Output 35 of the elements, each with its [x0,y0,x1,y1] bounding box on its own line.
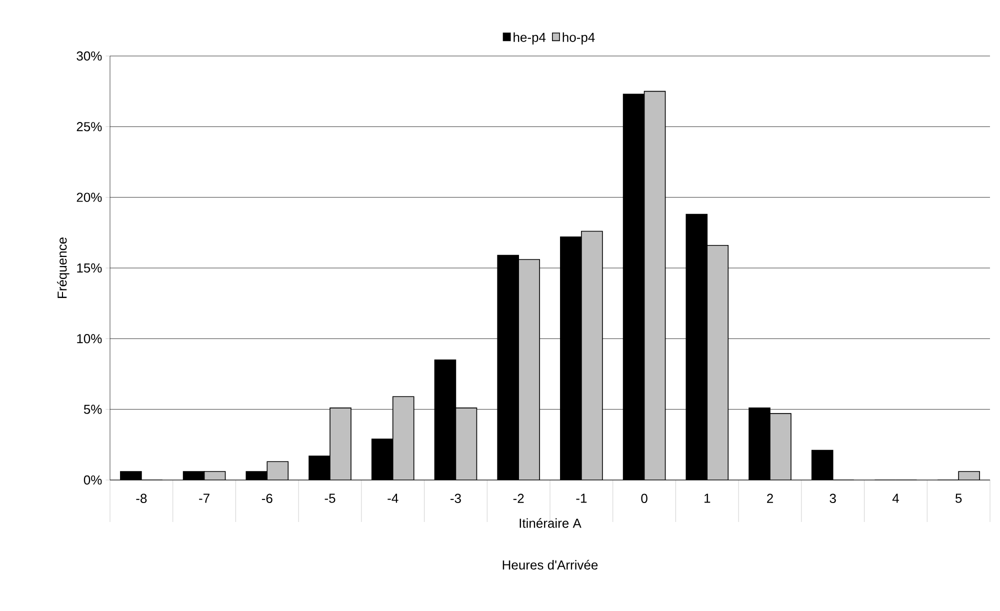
x-tick-label: -3 [450,494,461,504]
x-tick-label: 4 [892,494,899,503]
x-tick-label: 0 [641,494,648,504]
x-tick-label: 2 [767,494,773,503]
y-tick-label: 20% [76,192,102,202]
bar [770,414,792,480]
bar [456,408,477,480]
y-tick-label: 30% [76,51,102,61]
text: Itinéraire A [520,518,582,528]
legend-label: he-p4 [514,32,546,45]
x-tick-label: 5 [955,494,962,503]
x-tick-label: -5 [324,494,336,503]
x-tick-label: 3 [830,494,836,504]
x-tick-label: -2 [513,494,524,503]
bar [581,231,602,480]
bar [392,396,414,480]
x-tick-label: -4 [388,494,398,503]
y-tick-label: 0% [84,475,102,485]
y-axis-title: Fréquence [57,238,70,298]
x-tick-label: -8 [136,494,147,504]
x-tick-label: 1 [704,494,710,503]
x-tick-label: -1 [576,494,587,503]
x-tick-label: -6 [262,494,272,504]
y-tick-label: 10% [77,334,102,344]
bar [518,260,540,480]
x-axis-title: Heures d'Arrivée [502,560,598,570]
y-tick-label: 5% [84,404,102,414]
y-tick-label: 15% [77,263,102,273]
bar [330,408,352,480]
bar [267,462,288,480]
bar [644,91,666,480]
y-tick-label: 25% [76,122,102,132]
bar [707,245,728,480]
x-tick-label: -7 [199,494,210,503]
legend-label: ho-p4 [562,32,595,45]
